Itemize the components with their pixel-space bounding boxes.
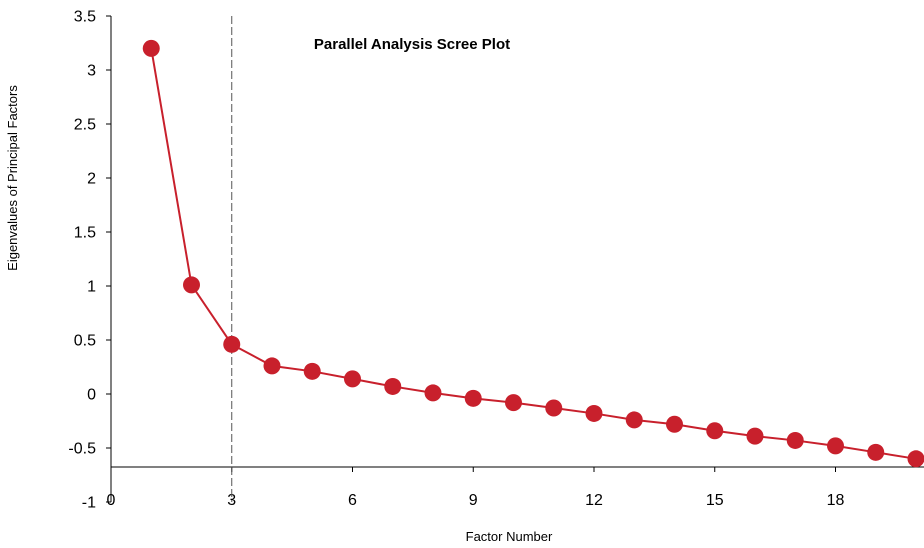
- data-point: [827, 437, 844, 455]
- x-tick-label: 9: [469, 492, 478, 509]
- x-tick-label: 15: [706, 492, 724, 509]
- data-point: [706, 422, 724, 440]
- y-tick-label: 0: [87, 387, 96, 404]
- data-point: [384, 377, 402, 395]
- series-line: [150, 48, 917, 460]
- y-tick-label: 2.5: [74, 117, 96, 134]
- chart-title: Parallel Analysis Scree Plot: [314, 36, 510, 53]
- data-point: [625, 411, 643, 429]
- data-point: [183, 276, 200, 294]
- data-point: [545, 399, 563, 417]
- y-tick-label: 3: [87, 63, 96, 80]
- data-point: [907, 450, 924, 468]
- axes: [110, 16, 924, 502]
- data-point: [142, 39, 160, 57]
- data-point: [585, 404, 603, 422]
- data-point: [786, 431, 804, 449]
- y-tick-label: 1: [87, 279, 96, 296]
- data-point: [666, 415, 683, 433]
- y-tick-label: -0.5: [68, 441, 96, 458]
- data-point: [424, 384, 442, 402]
- x-ticks: 0 3 6 9 12 15 18: [107, 467, 845, 509]
- x-tick-label: 18: [827, 492, 845, 509]
- data-point: [505, 394, 522, 412]
- x-tick-label: 6: [348, 492, 357, 509]
- y-axis-title: Eigenvalues of Principal Factors: [5, 85, 20, 271]
- data-point: [867, 443, 885, 461]
- y-tick-label: 2: [87, 171, 96, 188]
- series-layer: [142, 39, 924, 468]
- data-point: [746, 427, 764, 445]
- x-tick-label: 0: [107, 492, 116, 509]
- y-tick-label: 3.5: [74, 9, 96, 26]
- data-point: [303, 362, 321, 380]
- y-tick-label: 1.5: [74, 225, 96, 242]
- x-axis-title: Factor Number: [466, 529, 553, 544]
- y-tick-label: 0.5: [74, 333, 96, 350]
- y-ticks: -1 -0.5 0 0.5 1 1.5 2 2.5 3 3.5: [68, 9, 111, 512]
- y-tick-label: -1: [82, 495, 96, 512]
- data-point: [464, 389, 482, 407]
- data-point: [263, 357, 281, 375]
- data-point: [223, 335, 241, 353]
- data-point: [344, 370, 361, 388]
- x-tick-label: 12: [585, 492, 603, 509]
